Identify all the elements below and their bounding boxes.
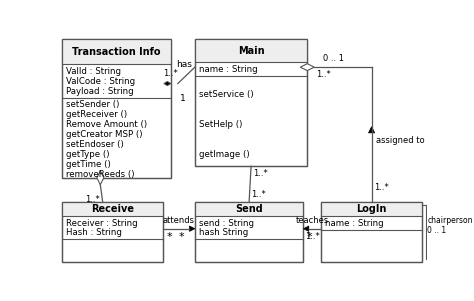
Text: Receiver : String: Receiver : String [66,219,138,228]
Bar [321,202,422,216]
Text: setEndoser (): setEndoser () [66,140,124,149]
Text: name : String: name : String [325,219,383,228]
Text: Hash : String: Hash : String [66,228,122,237]
Polygon shape [303,226,309,231]
Text: 1..*: 1..* [305,232,319,241]
Bar [195,202,303,216]
Polygon shape [97,171,104,185]
Text: getReceiver (): getReceiver () [66,110,128,119]
Bar [195,39,307,166]
Text: *: * [166,232,172,242]
Text: SetHelp (): SetHelp () [199,120,242,129]
Text: 1..*: 1..* [317,70,331,79]
Text: getType (): getType () [66,150,109,159]
Bar [63,202,163,262]
Bar [321,202,422,262]
Text: Receive: Receive [91,203,134,214]
Text: *: * [178,232,184,242]
Bar [195,202,303,262]
Bar [63,39,171,64]
Text: 1..*: 1..* [85,195,100,204]
Bar [63,39,171,178]
Text: Remove Amount (): Remove Amount () [66,120,147,129]
Text: setService (): setService () [199,90,254,99]
Text: 1..*: 1..* [374,183,389,192]
Bar [321,202,422,262]
Text: teaches: teaches [296,216,329,225]
Text: setSender (): setSender () [66,100,119,109]
Text: removeReeds (): removeReeds () [66,170,135,179]
Text: LogIn: LogIn [356,203,387,214]
Bar [195,39,307,62]
Polygon shape [368,127,374,133]
Polygon shape [164,82,171,85]
Text: 1..*: 1..* [254,169,268,178]
Text: Main: Main [238,46,264,56]
Text: 1: 1 [180,94,186,103]
Bar [195,202,303,262]
Text: 1..*: 1..* [163,69,178,78]
Bar [63,202,163,262]
Text: Payload : String: Payload : String [66,86,134,95]
Text: Transaction Info: Transaction Info [73,47,161,57]
Bar [195,39,307,166]
Text: name : String: name : String [199,65,257,74]
Text: ValId : String: ValId : String [66,67,121,76]
Polygon shape [190,226,195,231]
Text: hash String: hash String [199,228,248,237]
Text: getCreator MSP (): getCreator MSP () [66,130,143,139]
Polygon shape [300,64,314,71]
Text: send : String: send : String [199,219,254,228]
Text: ValCode : String: ValCode : String [66,77,136,86]
Text: getTime (): getTime () [66,160,111,169]
Text: getImage (): getImage () [199,150,249,159]
Text: 1..*: 1..* [251,190,266,199]
Bar [63,39,171,178]
Text: has: has [176,60,192,69]
Text: chairperson
0 .. 1: chairperson 0 .. 1 [428,216,473,235]
Bar [63,202,163,216]
Text: Send: Send [235,203,263,214]
Text: attends: attends [163,216,195,225]
Text: assigned to: assigned to [376,136,425,145]
Text: *: * [307,232,312,242]
Text: 0 .. 1: 0 .. 1 [323,54,344,63]
